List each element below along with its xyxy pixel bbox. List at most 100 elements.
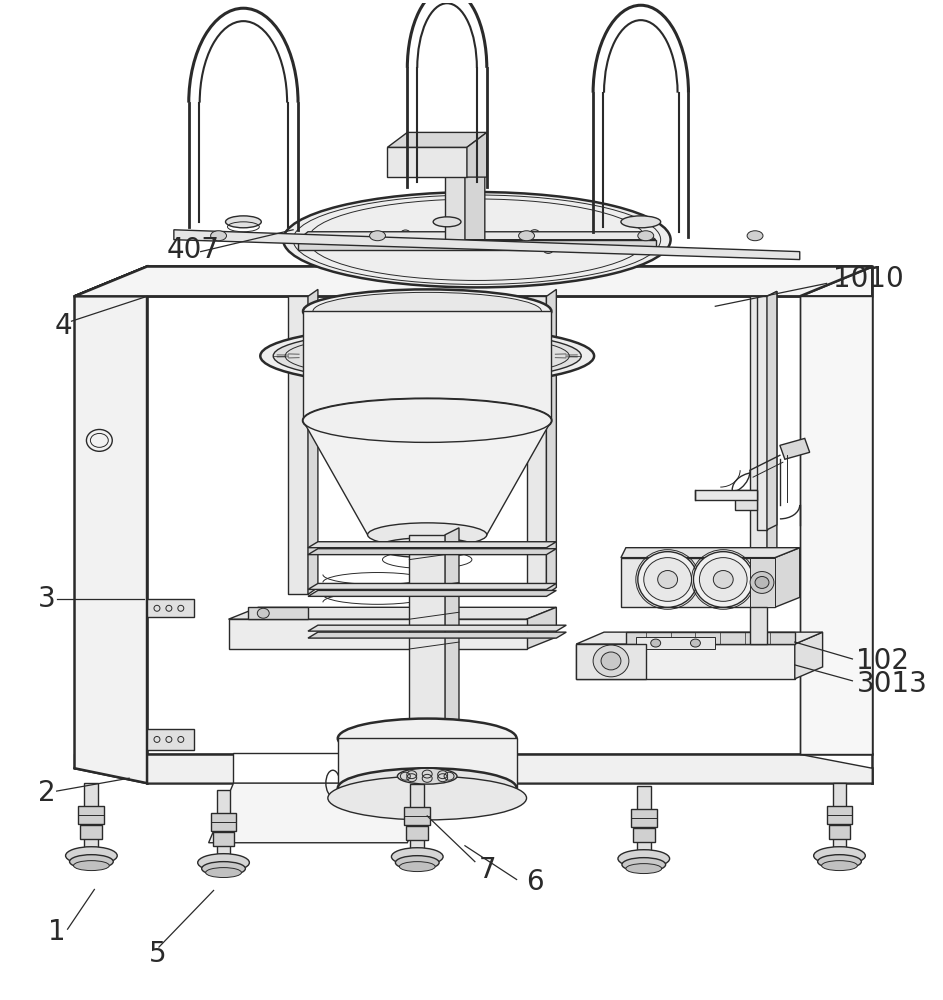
Ellipse shape xyxy=(644,558,691,601)
Ellipse shape xyxy=(303,399,552,442)
Polygon shape xyxy=(234,753,432,783)
Polygon shape xyxy=(406,826,428,840)
Ellipse shape xyxy=(313,292,541,330)
Polygon shape xyxy=(780,438,810,459)
Ellipse shape xyxy=(631,235,640,243)
Ellipse shape xyxy=(620,216,661,228)
Polygon shape xyxy=(633,828,654,842)
Ellipse shape xyxy=(397,768,457,784)
Polygon shape xyxy=(308,549,556,555)
Text: 2: 2 xyxy=(38,779,56,807)
Ellipse shape xyxy=(618,850,670,868)
Polygon shape xyxy=(736,490,757,510)
Polygon shape xyxy=(78,806,105,824)
Ellipse shape xyxy=(601,652,620,670)
Ellipse shape xyxy=(338,768,517,808)
Polygon shape xyxy=(228,607,556,619)
Polygon shape xyxy=(388,147,467,177)
Ellipse shape xyxy=(626,864,662,874)
Polygon shape xyxy=(147,729,193,750)
Text: 3: 3 xyxy=(38,585,56,613)
Ellipse shape xyxy=(74,861,109,871)
Ellipse shape xyxy=(713,571,734,588)
Ellipse shape xyxy=(313,235,323,243)
Polygon shape xyxy=(576,632,822,644)
Text: 1: 1 xyxy=(48,918,65,946)
Ellipse shape xyxy=(637,231,653,241)
Polygon shape xyxy=(210,813,237,831)
Polygon shape xyxy=(467,132,487,177)
Text: 4: 4 xyxy=(55,312,73,340)
Polygon shape xyxy=(74,267,872,296)
Polygon shape xyxy=(308,583,556,589)
Ellipse shape xyxy=(622,858,666,872)
Ellipse shape xyxy=(368,523,487,547)
Polygon shape xyxy=(636,637,716,649)
Polygon shape xyxy=(795,632,822,679)
Ellipse shape xyxy=(210,231,226,241)
Text: 6: 6 xyxy=(526,868,544,896)
Polygon shape xyxy=(833,783,847,848)
Polygon shape xyxy=(757,296,767,530)
Ellipse shape xyxy=(625,241,635,249)
Polygon shape xyxy=(308,625,567,631)
Ellipse shape xyxy=(401,230,410,238)
Polygon shape xyxy=(620,558,775,607)
Ellipse shape xyxy=(260,326,594,386)
Ellipse shape xyxy=(328,776,526,820)
Polygon shape xyxy=(829,825,851,839)
Polygon shape xyxy=(410,784,424,849)
Text: 7: 7 xyxy=(479,856,496,884)
Polygon shape xyxy=(445,528,459,776)
Ellipse shape xyxy=(70,855,113,869)
Ellipse shape xyxy=(257,608,270,618)
Ellipse shape xyxy=(700,558,747,601)
Polygon shape xyxy=(212,832,235,846)
Ellipse shape xyxy=(273,330,581,382)
Ellipse shape xyxy=(821,861,857,871)
Ellipse shape xyxy=(814,847,866,865)
Polygon shape xyxy=(80,825,103,839)
Polygon shape xyxy=(800,296,872,754)
Polygon shape xyxy=(338,738,517,788)
Polygon shape xyxy=(308,289,318,594)
Polygon shape xyxy=(546,289,556,594)
Ellipse shape xyxy=(593,645,629,677)
Polygon shape xyxy=(308,632,567,638)
Polygon shape xyxy=(827,806,852,824)
Ellipse shape xyxy=(303,289,552,333)
Ellipse shape xyxy=(693,552,753,607)
Polygon shape xyxy=(248,607,308,619)
Text: 5: 5 xyxy=(149,940,167,968)
Ellipse shape xyxy=(747,231,763,241)
Ellipse shape xyxy=(755,576,769,588)
Polygon shape xyxy=(620,548,800,558)
Polygon shape xyxy=(74,267,872,296)
Polygon shape xyxy=(526,607,556,649)
Ellipse shape xyxy=(750,572,774,593)
Polygon shape xyxy=(217,790,230,855)
Polygon shape xyxy=(750,607,767,644)
Ellipse shape xyxy=(651,639,661,647)
Polygon shape xyxy=(303,421,552,535)
Polygon shape xyxy=(409,535,445,776)
Ellipse shape xyxy=(206,868,241,878)
Polygon shape xyxy=(85,783,98,848)
Text: 1010: 1010 xyxy=(833,265,903,293)
Ellipse shape xyxy=(530,230,539,238)
Ellipse shape xyxy=(283,192,670,287)
Ellipse shape xyxy=(391,848,443,866)
Polygon shape xyxy=(303,311,552,421)
Polygon shape xyxy=(298,232,655,240)
Polygon shape xyxy=(74,754,872,783)
Polygon shape xyxy=(695,490,757,500)
Polygon shape xyxy=(576,644,795,679)
Polygon shape xyxy=(767,291,777,594)
Polygon shape xyxy=(576,644,646,679)
Polygon shape xyxy=(750,558,775,607)
Polygon shape xyxy=(74,267,872,296)
Polygon shape xyxy=(208,783,432,843)
Polygon shape xyxy=(405,807,430,825)
Polygon shape xyxy=(465,132,485,240)
Ellipse shape xyxy=(225,216,261,228)
